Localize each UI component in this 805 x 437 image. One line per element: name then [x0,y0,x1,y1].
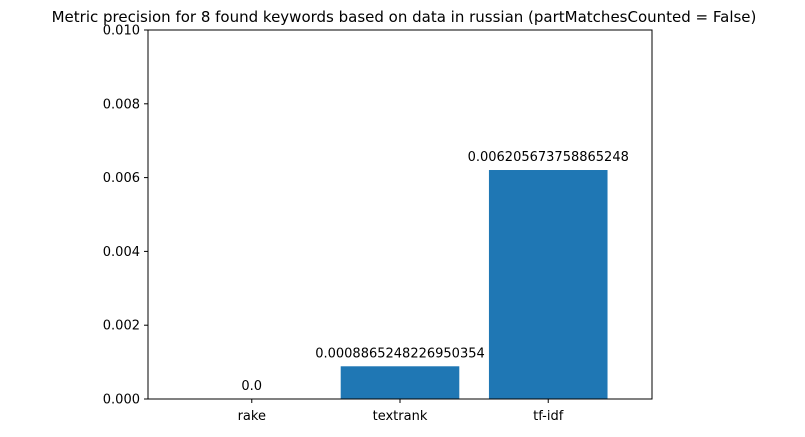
data-label-textrank: 0.0008865248226950354 [315,346,485,361]
data-labels-group: 0.0 0.0008865248226950354 0.00620567375886… [241,150,628,394]
bars-group [340,170,608,399]
bar-tf-idf [488,170,608,399]
chart-title: Metric precision for 8 found keywords ba… [52,8,757,26]
x-axis: rake textrank tf-idf [238,399,564,424]
bar-textrank [340,366,460,399]
y-axis: 0.000 0.002 0.004 0.006 0.008 0.010 [103,24,148,408]
x-tick-label-rake: rake [238,409,266,424]
data-label-tf-idf: 0.006205673758865248 [468,150,629,165]
x-tick-label-tf-idf: tf-idf [533,409,564,424]
y-tick-label: 0.004 [103,245,140,260]
x-tick-label-textrank: textrank [373,409,428,424]
y-tick-label: 0.000 [103,393,140,408]
y-tick-label: 0.010 [103,24,140,39]
y-tick-label: 0.002 [103,319,140,334]
plot-frame [147,29,653,400]
data-label-rake: 0.0 [241,379,262,394]
y-tick-label: 0.006 [103,171,140,186]
y-tick-label: 0.008 [103,97,140,112]
